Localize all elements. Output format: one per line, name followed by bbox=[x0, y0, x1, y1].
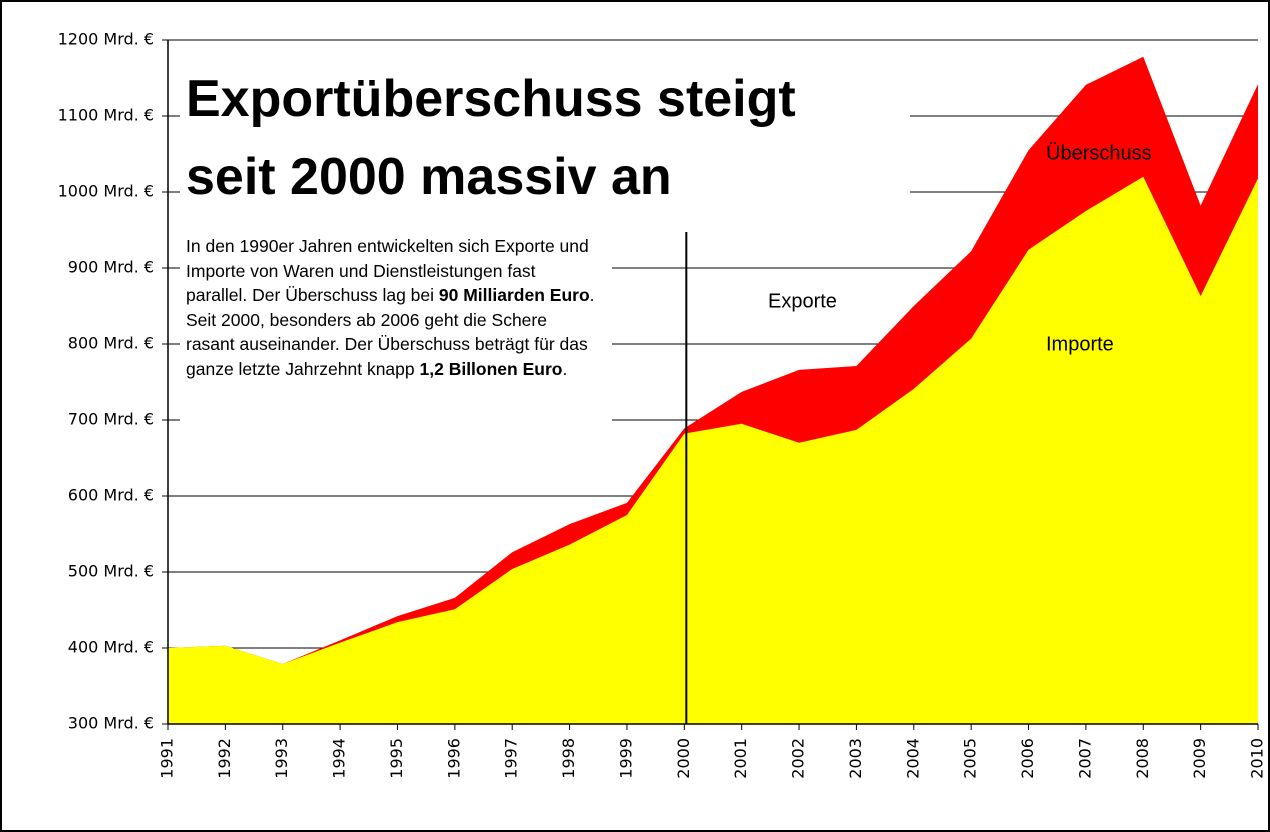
y-tick-label: 1000 Mrd. € bbox=[58, 182, 154, 201]
series-label: Importe bbox=[1046, 333, 1114, 355]
x-tick-label: 2008 bbox=[1133, 738, 1152, 779]
title-backdrop bbox=[180, 44, 910, 204]
text-segment: 90 Milliarden Euro bbox=[438, 285, 590, 306]
x-tick-label: 1996 bbox=[444, 738, 463, 779]
x-tick-label: 1997 bbox=[502, 738, 521, 779]
y-tick-label: 300 Mrd. € bbox=[68, 714, 154, 733]
text-backdrop bbox=[180, 228, 612, 486]
x-tick-label: 2003 bbox=[846, 738, 865, 779]
area bbox=[168, 176, 1258, 725]
surplus-label: Überschuss bbox=[1046, 142, 1152, 164]
x-tick-label: 2001 bbox=[731, 738, 750, 779]
x-tick-label: 1998 bbox=[559, 738, 578, 779]
x-tick-label: 2009 bbox=[1190, 738, 1209, 779]
x-tick-label: 2005 bbox=[961, 738, 980, 779]
text-segment: In den 1990er Jahren entwickelten sich E… bbox=[186, 236, 589, 306]
x-tick-label: 2006 bbox=[1018, 738, 1037, 779]
x-tick-label: 1994 bbox=[330, 738, 349, 779]
x-tick-label: 2007 bbox=[1075, 738, 1094, 779]
chart-title: Exportüberschuss steigt seit 2000 massiv… bbox=[186, 70, 796, 206]
x-tick-label: 1999 bbox=[616, 738, 635, 779]
x-tick-label: 2004 bbox=[903, 738, 922, 779]
x-tick-label: 2000 bbox=[674, 738, 693, 779]
y-tick-label: 500 Mrd. € bbox=[68, 562, 154, 581]
y-tick-label: 1100 Mrd. € bbox=[58, 106, 154, 125]
y-tick-label: 700 Mrd. € bbox=[68, 410, 154, 429]
x-tick-label: 1995 bbox=[387, 738, 406, 779]
text-segment: 1,2 Billonen Euro bbox=[419, 358, 563, 379]
y-tick-label: 800 Mrd. € bbox=[68, 334, 154, 353]
x-tick-label: 1993 bbox=[272, 738, 291, 779]
y-tick-label: 1200 Mrd. € bbox=[58, 30, 154, 49]
y-tick-label: 400 Mrd. € bbox=[68, 638, 154, 657]
text-segment: . Seit 2000, besonders ab 2006 geht die … bbox=[186, 285, 595, 379]
x-tick-label: 2002 bbox=[789, 738, 808, 779]
x-tick-label: 1992 bbox=[215, 738, 234, 779]
x-tick-label: 1991 bbox=[158, 738, 177, 779]
y-tick-label: 600 Mrd. € bbox=[68, 486, 154, 505]
y-tick-label: 900 Mrd. € bbox=[68, 258, 154, 277]
series-label: Exporte bbox=[768, 290, 837, 312]
x-tick-label: 2010 bbox=[1248, 738, 1267, 779]
description: In den 1990er Jahren entwickelten sich E… bbox=[186, 234, 596, 382]
text-segment: . bbox=[562, 358, 568, 379]
